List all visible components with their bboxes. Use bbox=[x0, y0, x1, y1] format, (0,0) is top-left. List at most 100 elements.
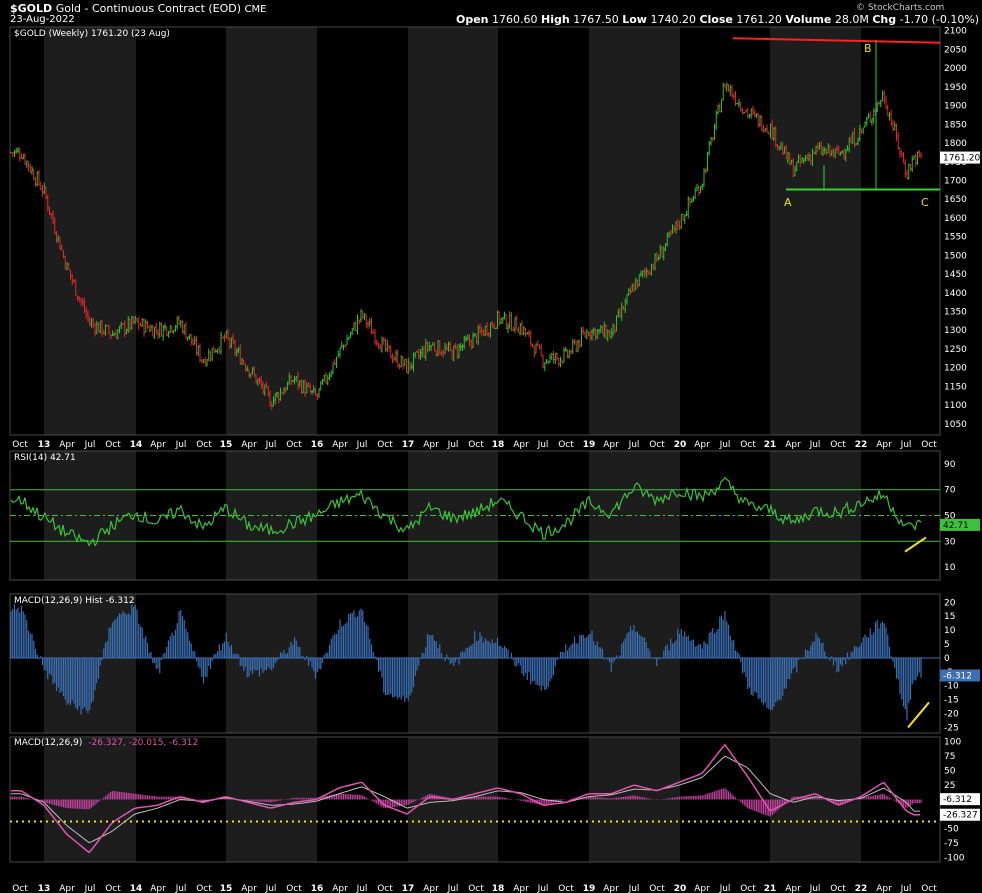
year-band bbox=[770, 594, 861, 733]
x-tick-0: 21 bbox=[764, 440, 777, 450]
rsi-value-tag: 42.71 bbox=[943, 521, 969, 531]
x-tick-0: Oct bbox=[12, 440, 28, 450]
x-tick-0: Apr bbox=[694, 440, 710, 450]
label-b-text: B bbox=[864, 42, 872, 55]
macd-y-tick: -50 bbox=[944, 824, 959, 834]
x-tick-1: 22 bbox=[855, 884, 868, 893]
price-panel bbox=[10, 37, 941, 410]
x-tick-1: Oct bbox=[286, 884, 302, 893]
label-c: C bbox=[921, 196, 929, 209]
x-tick-1: Apr bbox=[150, 884, 166, 893]
description-label: Gold - Continuous Contract (EOD) bbox=[55, 2, 242, 15]
price-y-tick: 1100 bbox=[944, 401, 967, 411]
x-tick-0: Oct bbox=[649, 440, 665, 450]
x-tick-0: Apr bbox=[150, 440, 166, 450]
x-tick-1: Jul bbox=[628, 884, 640, 893]
macd-value-tag: -26.327 bbox=[943, 811, 978, 821]
year-band bbox=[770, 27, 861, 435]
hist-y-tick: 5 bbox=[944, 640, 950, 650]
hist-y-tick: -15 bbox=[944, 696, 959, 706]
label-a: A bbox=[784, 196, 792, 209]
price-y-tick: 1900 bbox=[944, 102, 967, 112]
x-tick-1: Apr bbox=[513, 884, 529, 893]
price-y-tick: 1850 bbox=[944, 120, 967, 130]
hist-y-tick: 20 bbox=[944, 598, 956, 608]
x-tick-1: Oct bbox=[12, 884, 28, 893]
price-y-tick: 2100 bbox=[944, 27, 967, 37]
rsi-y-tick: 50 bbox=[944, 512, 956, 522]
ohlc-readout: Open 1760.60 High 1767.50 Low 1740.20 Cl… bbox=[456, 13, 982, 26]
x-tick-0: Jul bbox=[628, 440, 640, 450]
macd-panel bbox=[10, 743, 940, 854]
x-tick-0: 13 bbox=[38, 440, 51, 450]
rsi-y-tick: 90 bbox=[944, 460, 956, 470]
x-tick-0: Oct bbox=[558, 440, 574, 450]
price-y-tick: 2000 bbox=[944, 64, 967, 74]
price-y-tick: 2050 bbox=[944, 45, 967, 55]
x-tick-0: Oct bbox=[196, 440, 212, 450]
x-tick-1: Jul bbox=[537, 884, 549, 893]
signal-line bbox=[11, 755, 920, 844]
x-tick-0: Jul bbox=[356, 440, 368, 450]
x-tick-0: Oct bbox=[105, 440, 121, 450]
x-tick-1: 17 bbox=[402, 884, 415, 893]
x-tick-1: 18 bbox=[492, 884, 505, 893]
x-tick-0: 16 bbox=[311, 440, 324, 450]
x-tick-0: Jul bbox=[900, 440, 912, 450]
high-value: 1767.50 bbox=[573, 13, 619, 26]
x-tick-1: Apr bbox=[785, 884, 801, 893]
low-value: 1740.20 bbox=[650, 13, 696, 26]
x-tick-1: Apr bbox=[694, 884, 710, 893]
x-tick-0: Oct bbox=[740, 440, 756, 450]
x-tick-0: Apr bbox=[423, 440, 439, 450]
x-tick-0: 14 bbox=[130, 440, 143, 450]
x-tick-1: 14 bbox=[130, 884, 143, 893]
x-tick-1: 19 bbox=[583, 884, 596, 893]
price-y-tick: 1650 bbox=[944, 195, 967, 205]
label-b: B bbox=[864, 42, 872, 55]
price-frame bbox=[9, 26, 941, 436]
rsi-y-tick: 70 bbox=[944, 486, 956, 496]
x-tick-0: Jul bbox=[265, 440, 277, 450]
open-label: Open bbox=[456, 13, 489, 26]
x-tick-1: Oct bbox=[830, 884, 846, 893]
x-tick-1: 20 bbox=[674, 884, 687, 893]
macd-hist-tag: -6.312 bbox=[943, 795, 972, 805]
close-label: Close bbox=[699, 13, 733, 26]
macd-legend-values: -26.327, -20.015, -6.312 bbox=[88, 738, 198, 748]
x-tick-1: 15 bbox=[220, 884, 233, 893]
y-axes: 1050110011501200125013001350140014501500… bbox=[940, 27, 980, 863]
hist-y-tick: 15 bbox=[944, 612, 955, 622]
macd-y-tick: 100 bbox=[944, 738, 961, 748]
x-tick-0: Oct bbox=[830, 440, 846, 450]
x-tick-1: Jul bbox=[900, 884, 912, 893]
rsi-panel bbox=[10, 476, 940, 553]
resistance-line bbox=[732, 37, 941, 44]
rsi-line bbox=[10, 476, 922, 547]
x-tick-0: Apr bbox=[332, 440, 348, 450]
x-tick-1: Jul bbox=[265, 884, 277, 893]
x-tick-1: Jul bbox=[447, 884, 459, 893]
hist-divergence-marker bbox=[907, 701, 930, 729]
x-tick-0: Jul bbox=[719, 440, 731, 450]
x-tick-1: Oct bbox=[921, 884, 937, 893]
x-tick-0: 19 bbox=[583, 440, 596, 450]
x-tick-1: Oct bbox=[649, 884, 665, 893]
year-band bbox=[44, 27, 136, 435]
macd-y-tick: 25 bbox=[944, 781, 955, 791]
x-tick-0: 18 bbox=[492, 440, 505, 450]
symbol-label: $GOLD bbox=[10, 2, 53, 15]
label-c-text: C bbox=[921, 196, 929, 209]
x-tick-0: Apr bbox=[59, 440, 75, 450]
x-tick-1: Jul bbox=[719, 884, 731, 893]
hist-frame bbox=[9, 593, 941, 734]
low-label: Low bbox=[622, 13, 647, 26]
macd-hist-tag-bg bbox=[940, 793, 980, 806]
chart-date: 23-Aug-2022 bbox=[10, 14, 75, 25]
price-y-tick: 1350 bbox=[944, 307, 967, 317]
year-band bbox=[408, 27, 498, 435]
macd-y-tick: 75 bbox=[944, 752, 955, 762]
macd-line bbox=[11, 743, 920, 854]
macd-y-tick: -100 bbox=[944, 853, 965, 863]
